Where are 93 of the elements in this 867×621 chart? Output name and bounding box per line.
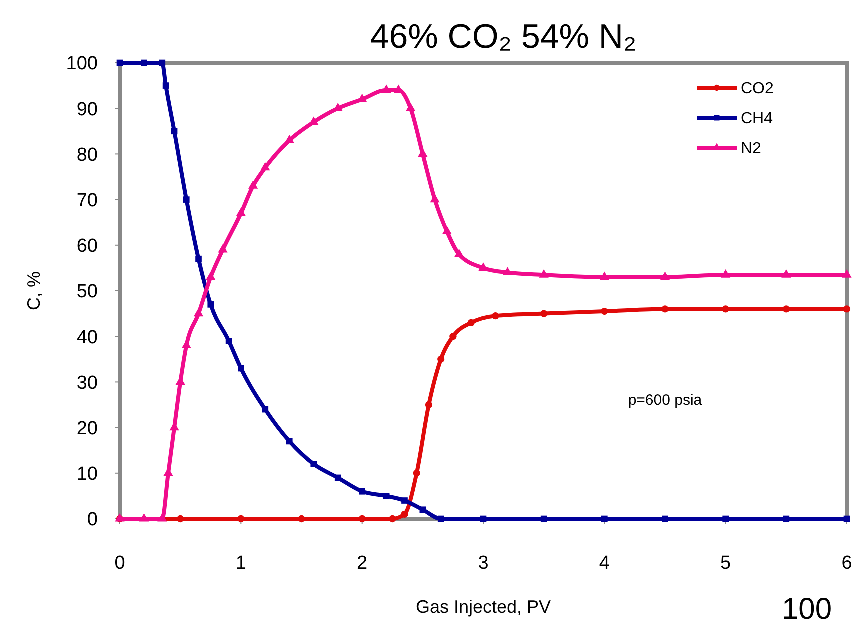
- point: [208, 302, 214, 308]
- point: [226, 338, 232, 344]
- y-tick-label: 80: [76, 144, 98, 166]
- point: [260, 162, 270, 171]
- point: [842, 269, 852, 278]
- point: [438, 356, 445, 363]
- point: [782, 269, 792, 278]
- point: [442, 226, 452, 234]
- point: [298, 515, 306, 523]
- point: [601, 308, 608, 316]
- point: [284, 134, 294, 144]
- point: [418, 148, 428, 157]
- point: [844, 516, 850, 522]
- legend-label: CH4: [741, 110, 774, 128]
- point: [722, 306, 730, 313]
- point: [438, 516, 444, 522]
- point: [454, 248, 464, 258]
- point: [721, 269, 731, 278]
- y-tick-label: 20: [76, 418, 98, 440]
- point: [139, 513, 150, 522]
- point: [540, 310, 548, 318]
- y-tick-label: 40: [76, 327, 98, 348]
- y-tick-label: 70: [76, 190, 98, 212]
- point: [162, 82, 170, 89]
- point: [502, 267, 513, 276]
- x-tick-label: 0: [114, 553, 126, 574]
- point: [358, 515, 366, 523]
- point: [334, 474, 342, 482]
- point: [450, 333, 457, 340]
- point: [159, 60, 166, 66]
- point: [382, 84, 392, 94]
- point: [309, 116, 319, 126]
- legend-label: N2: [741, 140, 762, 158]
- point: [171, 128, 178, 135]
- point: [158, 513, 168, 522]
- y-tick-label: 10: [76, 464, 98, 486]
- point: [401, 510, 408, 518]
- point: [782, 306, 790, 313]
- y-tick-label: 50: [76, 282, 98, 303]
- x-tick-label: 1: [236, 553, 246, 574]
- point: [430, 194, 440, 203]
- point: [602, 516, 608, 522]
- point: [492, 312, 500, 320]
- annotation: p=600 psia: [628, 392, 703, 409]
- point: [218, 244, 228, 253]
- point: [383, 493, 390, 500]
- y-tick-label: 0: [87, 510, 98, 531]
- point: [722, 516, 729, 522]
- point: [413, 470, 420, 477]
- chart-title: 46% CO₂ 54% N₂: [370, 18, 637, 56]
- x-tick-label: 5: [720, 553, 732, 574]
- point: [402, 498, 408, 504]
- point: [359, 488, 366, 495]
- y-tick-label: 30: [76, 372, 98, 394]
- point: [389, 515, 396, 523]
- point: [468, 319, 475, 326]
- y-tick-label: 90: [76, 99, 98, 120]
- point: [248, 180, 258, 189]
- point: [177, 515, 184, 523]
- x-tick-label: 2: [357, 553, 368, 574]
- point: [539, 269, 549, 278]
- point: [783, 516, 790, 522]
- y-tick-label: 100: [66, 54, 98, 75]
- point: [420, 506, 426, 514]
- point: [238, 515, 245, 523]
- x-tick-label: 6: [842, 553, 852, 574]
- point: [662, 516, 668, 522]
- x-tick-label: 3: [478, 553, 489, 574]
- point: [141, 60, 148, 66]
- point: [238, 365, 244, 372]
- point: [194, 308, 204, 317]
- x-axis-title: Gas Injected, PV: [416, 597, 552, 617]
- point: [425, 401, 433, 409]
- y-tick-label: 60: [76, 236, 98, 258]
- point: [406, 103, 416, 112]
- x-tick-label: 4: [599, 553, 610, 574]
- point: [480, 516, 487, 522]
- text: 100: [782, 593, 832, 621]
- point: [286, 438, 293, 445]
- point: [183, 196, 190, 203]
- point: [662, 306, 669, 313]
- point: [236, 208, 246, 216]
- point: [196, 256, 202, 262]
- point: [206, 272, 216, 280]
- point: [310, 461, 318, 468]
- point: [660, 272, 670, 280]
- point: [116, 60, 124, 66]
- legend-label: CO2: [741, 80, 774, 98]
- point: [262, 406, 269, 413]
- point: [843, 306, 851, 313]
- point: [600, 272, 610, 280]
- y-axis-title: C, %: [24, 271, 44, 311]
- point: [540, 516, 548, 522]
